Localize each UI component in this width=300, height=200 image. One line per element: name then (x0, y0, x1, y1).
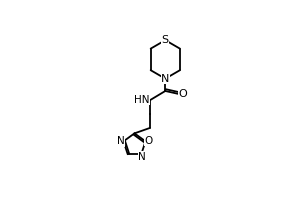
Text: N: N (138, 152, 146, 162)
Text: O: O (178, 89, 187, 99)
Text: N: N (161, 74, 170, 84)
Text: O: O (144, 136, 153, 146)
Text: HN: HN (134, 95, 149, 105)
Text: S: S (162, 35, 169, 45)
Text: N: N (117, 136, 124, 146)
